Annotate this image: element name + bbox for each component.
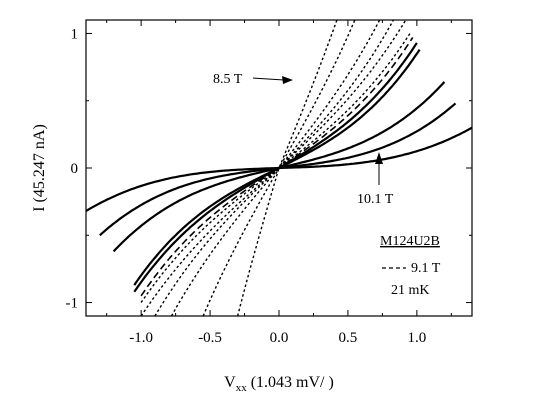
iv-curve-dotted-11: [236, 20, 338, 316]
iv-curve-dotted-10: [202, 20, 356, 316]
annotation-8-5T: 8.5 T: [213, 72, 243, 87]
x-axis-label: Vxx (1.043 mV/ ): [224, 374, 334, 394]
x-tick-label: 1.0: [407, 330, 426, 346]
iv-curve-dashed-4: [140, 37, 414, 297]
y-axis-label: I (45.247 nA): [31, 124, 48, 212]
annotation-10-1T-arrowhead: [375, 152, 383, 164]
legend-dashed-label: 9.1 T: [411, 261, 441, 276]
iv-curve-dotted-3: [140, 33, 411, 303]
x-tick-label: 0.5: [339, 330, 358, 346]
annotation-8-5T-arrowhead: [282, 76, 293, 84]
annotation-10-1T: 10.1 T: [357, 192, 394, 207]
x-ticks-group: -1.0 -0.5 0.0 0.5 1.0: [106, 20, 452, 346]
iv-curve-solid-7: [112, 81, 446, 253]
legend-temperature: 21 mK: [391, 283, 430, 298]
curves-group: [86, 20, 472, 316]
x-tick-label: -0.5: [198, 330, 222, 346]
iv-curve-dotted-2: [140, 20, 407, 316]
y-ticks-group: -1 0 1: [66, 26, 472, 312]
y-tick-label: 0: [71, 161, 79, 177]
annotation-8-5T-arrow: [252, 77, 285, 81]
x-tick-label: 0.0: [270, 330, 289, 346]
y-tick-label: 1: [71, 26, 79, 42]
y-tick-label: -1: [66, 296, 79, 312]
iv-curve-dotted-1: [154, 20, 395, 316]
legend-sample: M124U2B: [380, 234, 440, 249]
iv-curve-dotted-0: [170, 20, 381, 316]
x-tick-label: -1.0: [129, 330, 153, 346]
